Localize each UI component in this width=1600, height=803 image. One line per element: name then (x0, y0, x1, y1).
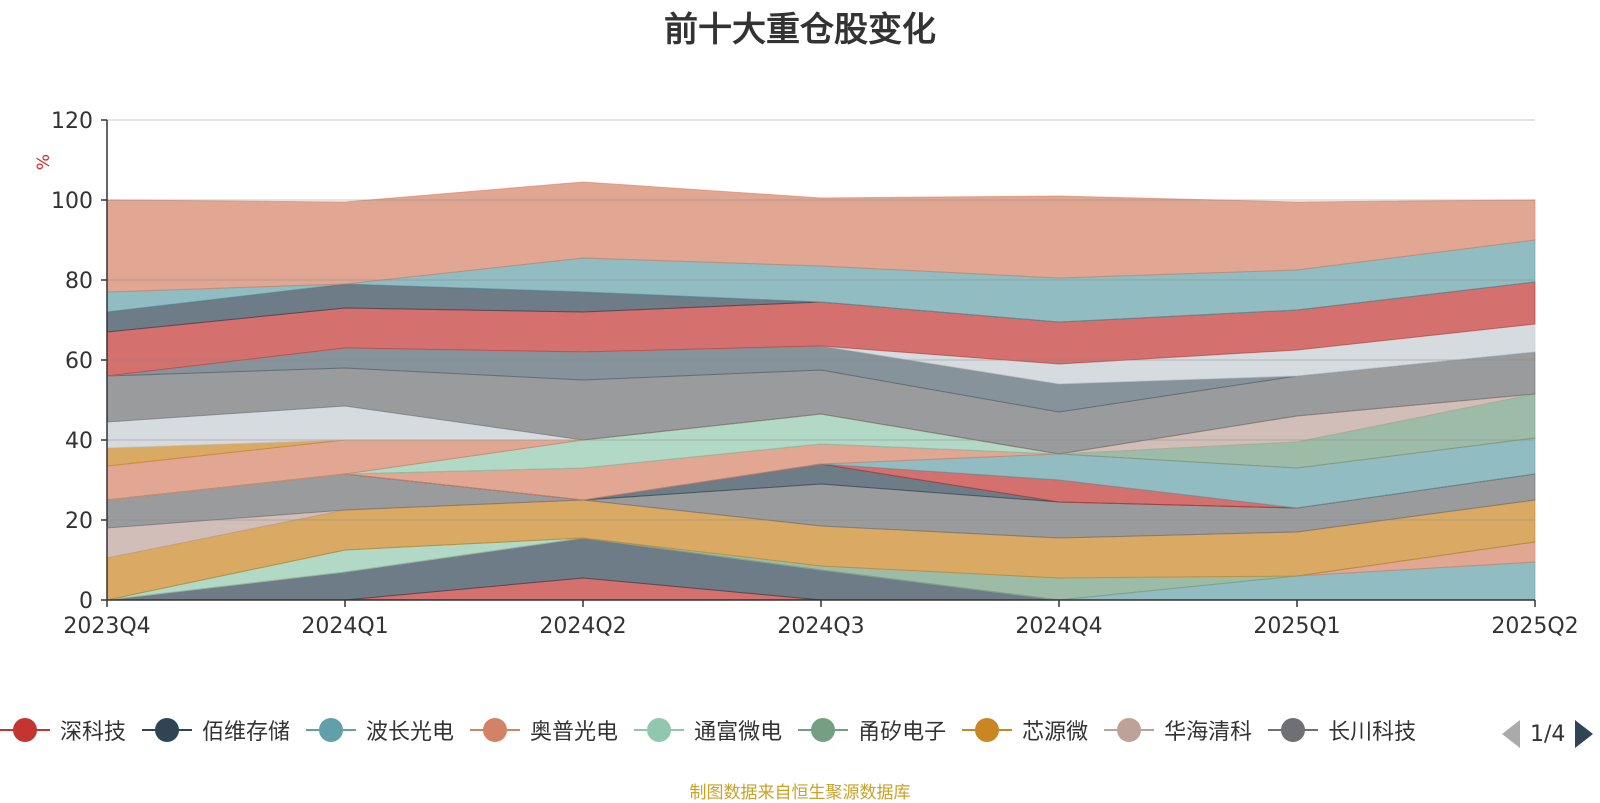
x-tick-label: 2025Q1 (1253, 614, 1340, 639)
y-tick-label: 20 (65, 509, 93, 534)
x-tick-label: 2024Q2 (539, 614, 626, 639)
x-tick-label: 2024Q4 (1015, 614, 1102, 639)
legend-marker-icon (1268, 717, 1319, 743)
x-tick-label: 2024Q1 (301, 614, 388, 639)
legend: 深科技 佰维存储 波长光电 奥普光电 通富微电 甬矽电子 芯源微 华海清科 长川科技 (0, 714, 1500, 754)
legend-item[interactable]: 甬矽电子 (798, 714, 946, 746)
area-series-25 (106, 181, 1536, 293)
legend-label: 深科技 (60, 720, 127, 745)
legend-marker-icon (634, 717, 685, 743)
legend-label: 芯源微 (1022, 720, 1089, 745)
legend-pager: 1/4 (1500, 716, 1594, 752)
legend-marker-icon (470, 717, 521, 743)
grid-layer (107, 119, 1535, 521)
y-tick-label: 120 (51, 109, 93, 134)
legend-label: 华海清科 (1164, 720, 1253, 745)
legend-label: 波长光电 (366, 720, 455, 745)
chart-title: 前十大重仓股变化 (664, 10, 936, 50)
legend-marker-icon (1104, 717, 1155, 743)
y-axis-unit-label: % (34, 154, 54, 170)
y-tick-label: 40 (65, 429, 93, 454)
source-note: 制图数据来自恒生聚源数据库 (689, 783, 911, 803)
x-tick-label: 2024Q3 (777, 614, 864, 639)
legend-page-indicator: 1/4 (1530, 721, 1566, 747)
legend-label: 通富微电 (694, 720, 783, 745)
legend-label: 佰维存储 (202, 720, 291, 745)
y-tick-label: 60 (65, 349, 93, 374)
x-tick-label: 2023Q4 (63, 614, 150, 639)
legend-item[interactable]: 波长光电 (306, 714, 454, 746)
legend-item[interactable]: 佰维存储 (142, 714, 290, 746)
legend-marker-icon (306, 717, 357, 743)
y-tick-label: 100 (51, 189, 93, 214)
legend-item[interactable]: 长川科技 (1268, 714, 1416, 746)
axis-layer: 0 20 40 60 80 100 120% 2023Q4 2024Q1 2024Q2 2024Q3… (34, 109, 1579, 639)
legend-label: 长川科技 (1328, 720, 1417, 745)
legend-item[interactable]: 奥普光电 (470, 714, 618, 746)
legend-next-page-icon[interactable] (1575, 720, 1594, 748)
legend-item[interactable]: 深科技 (0, 714, 126, 746)
y-tick-label: 0 (79, 589, 93, 614)
x-tick-label: 2025Q2 (1491, 614, 1578, 639)
legend-item[interactable]: 通富微电 (634, 714, 782, 746)
legend-item[interactable]: 华海清科 (1104, 714, 1252, 746)
y-tick-label: 80 (65, 269, 93, 294)
legend-label: 甬矽电子 (858, 720, 947, 745)
legend-marker-icon (962, 717, 1013, 743)
legend-prev-page-icon[interactable] (1502, 720, 1520, 748)
legend-marker-icon (798, 717, 849, 743)
areas-layer (106, 181, 1536, 601)
legend-label: 奥普光电 (530, 720, 619, 745)
legend-item[interactable]: 芯源微 (962, 714, 1088, 746)
legend-marker-icon (142, 717, 193, 743)
legend-marker-icon (0, 717, 50, 743)
